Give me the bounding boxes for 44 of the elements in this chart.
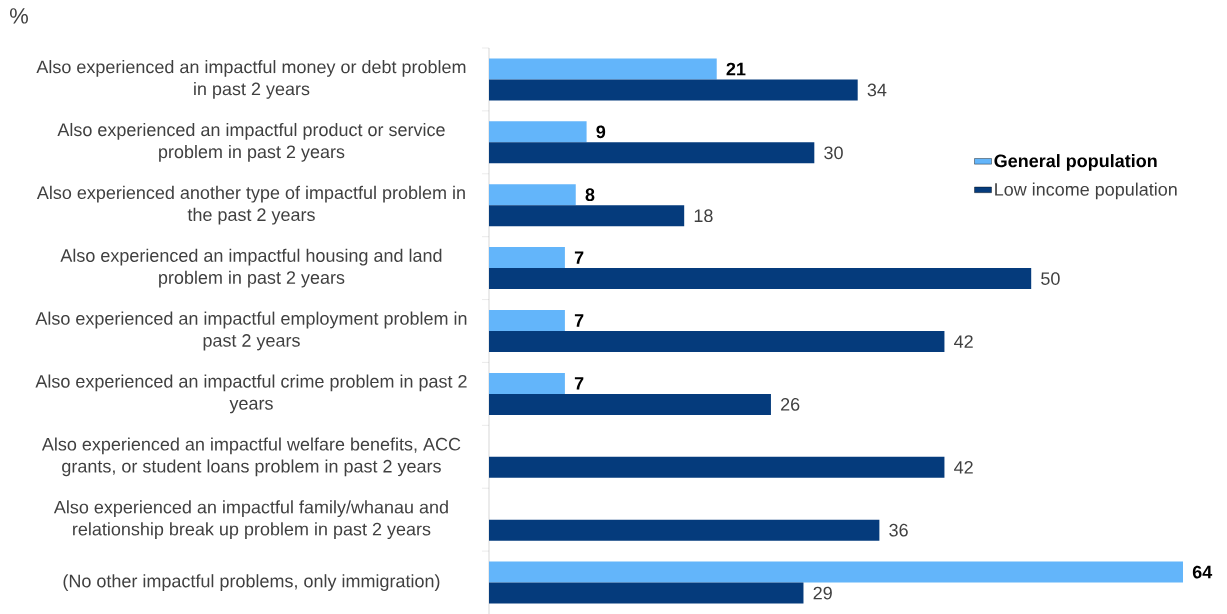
bar <box>489 142 815 164</box>
bar <box>489 393 771 415</box>
bar <box>489 372 565 394</box>
bar <box>489 519 880 541</box>
y-tick-label: Also experienced an impactful family/whanau and relationship break up problem in past 2 years <box>53 500 448 540</box>
bar <box>489 205 685 227</box>
y-tick-label: (No other impactful problems, only immigration) <box>63 574 440 591</box>
data-label: 18 <box>694 209 713 223</box>
bar <box>489 331 945 352</box>
bar <box>489 79 858 101</box>
data-label: 9 <box>596 125 606 139</box>
bar <box>489 121 587 143</box>
data-label: 30 <box>824 146 843 160</box>
y-tick-label: Also experienced an impactful crime problem in past 2 years <box>35 374 467 414</box>
legend-label: General population <box>994 154 1157 171</box>
bar <box>489 268 1032 290</box>
data-label: 7 <box>574 377 584 390</box>
data-label: 42 <box>954 335 973 348</box>
y-tick-label: Also experienced an impactful welfare benefits, ACC grants, or student loans problem in past 2 years <box>41 437 461 477</box>
data-label: 34 <box>867 83 887 97</box>
bar <box>489 582 804 604</box>
legend-label: Low income population <box>995 182 1177 200</box>
data-label: 21 <box>726 62 746 76</box>
data-label: 36 <box>889 523 908 537</box>
data-label: 7 <box>574 314 584 327</box>
y-tick-label: Also experienced another type of impactful problem in the past 2 years <box>36 185 465 225</box>
y-tick-label: Also experienced an impactful money or debt problem in past 2 years <box>36 60 466 99</box>
data-label: 29 <box>813 586 832 600</box>
data-label: 64 <box>1192 565 1213 579</box>
data-label: 7 <box>574 251 584 264</box>
y-tick-label: Also experienced an impactful housing and land problem in past 2 years <box>60 248 442 288</box>
bar <box>489 456 945 478</box>
text: % <box>9 8 28 24</box>
bar <box>489 184 576 206</box>
data-label: 8 <box>585 188 595 202</box>
data-label: 42 <box>954 461 973 474</box>
data-label: 26 <box>781 398 800 411</box>
bar <box>489 58 717 80</box>
bar <box>489 561 1184 583</box>
y-tick-label: Also experienced an impactful product or service problem in past 2 years <box>57 122 445 162</box>
data-label: 50 <box>1041 272 1060 285</box>
y-tick-label: Also experienced an impactful employment problem in past 2 years <box>35 311 467 351</box>
bar <box>489 310 565 331</box>
bar <box>489 247 565 269</box>
